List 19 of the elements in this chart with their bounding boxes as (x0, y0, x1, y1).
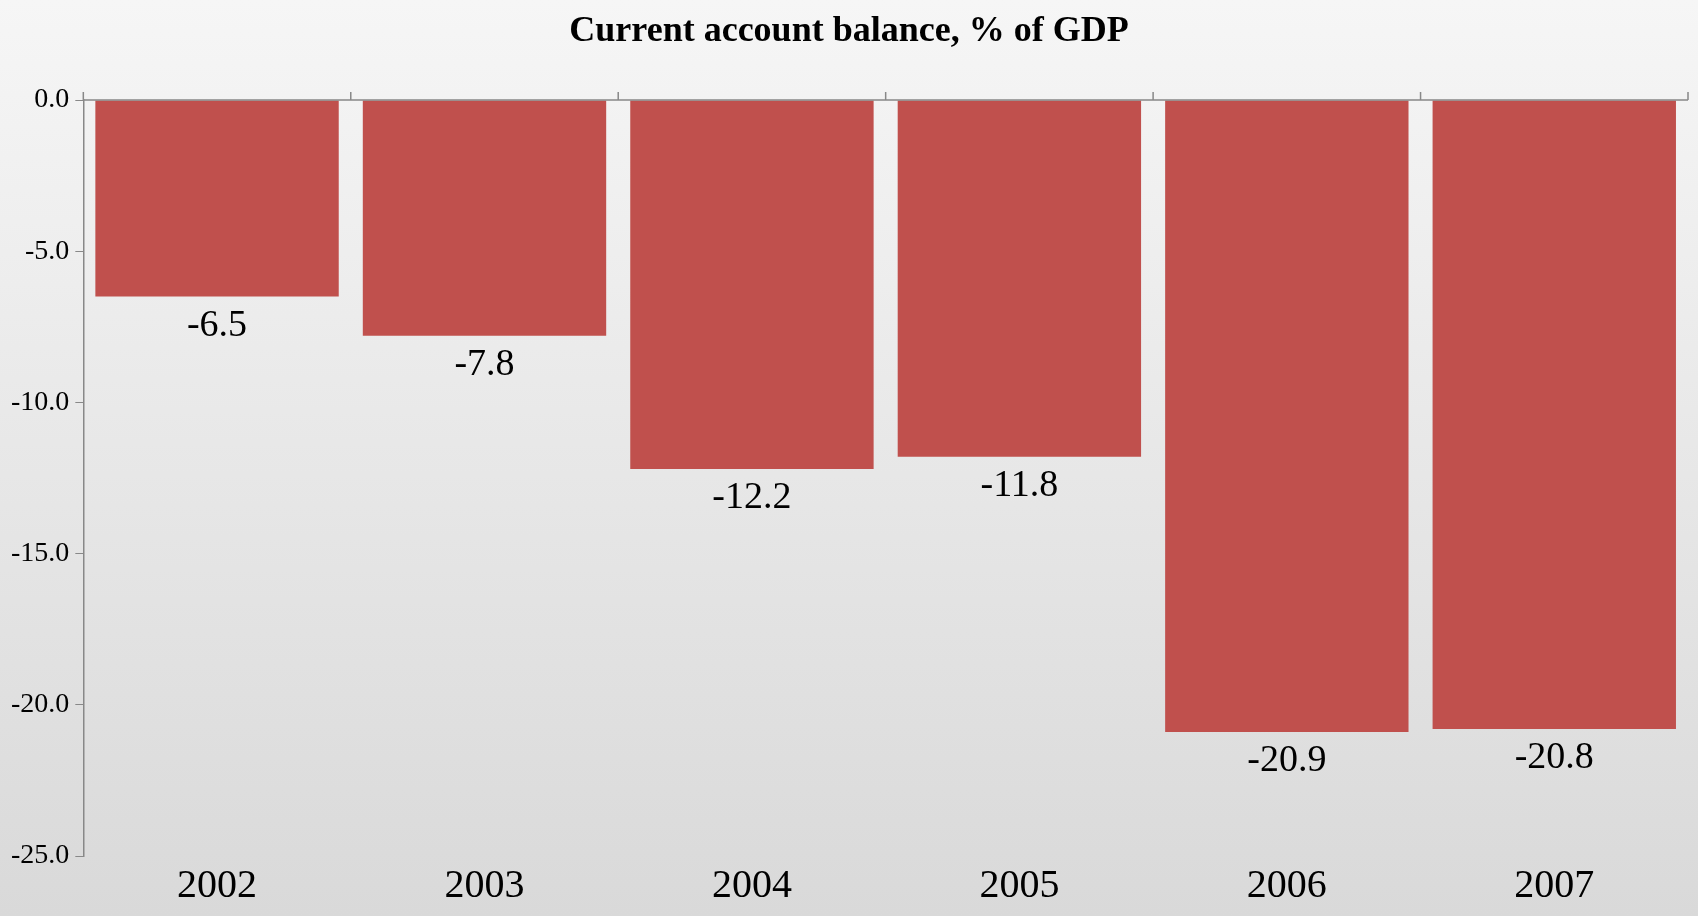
y-tick-label: -5.0 (25, 233, 70, 265)
x-tick-label: 2006 (1246, 860, 1327, 906)
x-tick-label: 2005 (979, 860, 1060, 906)
data-label: -12.2 (712, 473, 792, 516)
y-tick-label: 0.0 (34, 82, 70, 114)
x-tick-label: 2002 (177, 860, 258, 906)
data-label: -20.9 (1247, 737, 1327, 779)
y-tick-label: -10.0 (11, 384, 70, 416)
data-label: -11.8 (980, 461, 1059, 504)
y-tick-label: -20.0 (11, 687, 70, 719)
data-label: -7.8 (454, 340, 515, 383)
y-tick-label: -15.0 (11, 535, 70, 567)
x-tick-label: 2003 (444, 860, 525, 906)
x-tick-label: 2004 (711, 860, 792, 906)
x-tick-label: 2007 (1514, 860, 1595, 906)
y-tick-label: -25.0 (11, 838, 70, 870)
data-label: -6.5 (186, 301, 248, 344)
data-label: -20.8 (1514, 733, 1594, 776)
chart-title: Current account balance, % of GDP (568, 8, 1130, 50)
